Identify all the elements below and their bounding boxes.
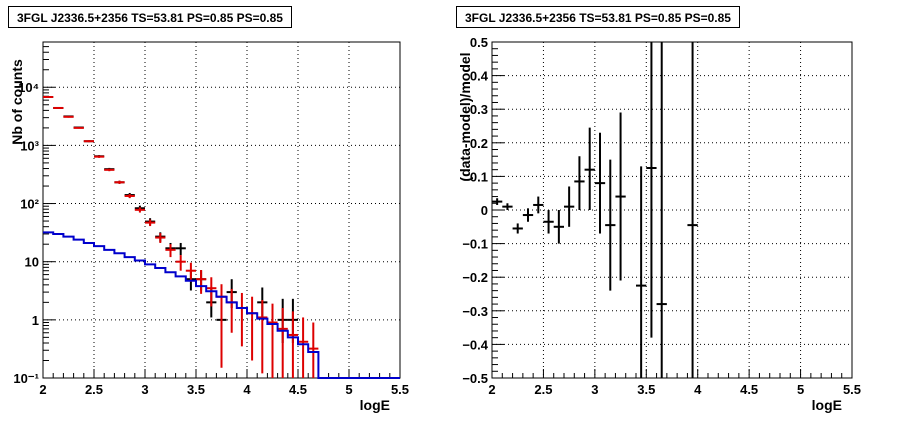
left-model-total-point — [155, 233, 166, 243]
right-x-tick-label: 4.5 — [740, 382, 758, 397]
right-y-tick-label: 0.1 — [470, 169, 488, 184]
left-model-total-point — [73, 126, 84, 129]
left-model-total-point — [104, 168, 115, 172]
right-residual-point — [564, 186, 575, 227]
left-x-tick-label: 2.5 — [85, 382, 103, 397]
right-residual-point — [594, 132, 606, 234]
right-y-tick-label: −0.4 — [462, 337, 488, 352]
left-model-total-point — [298, 317, 309, 378]
left-model-total-point — [43, 95, 54, 98]
left-model-total-point — [308, 322, 319, 378]
left-x-tick-label: 3.5 — [187, 382, 205, 397]
right-y-tick-label: 0.5 — [470, 35, 488, 50]
left-model-total-point — [94, 155, 105, 158]
left-x-axis-label: logE — [360, 397, 390, 413]
right-residual-point — [656, 42, 667, 378]
left-model-total-point — [267, 303, 278, 378]
left-chart-title: 3FGL J2336.5+2356 TS=53.81 PS=0.85 PS=0.… — [8, 6, 292, 28]
left-y-tick-label: 10 — [25, 255, 39, 270]
left-y-axis-label: Nb of counts — [9, 59, 25, 145]
right-y-tick-label: 0.3 — [470, 102, 488, 117]
right-x-tick-label: 5 — [797, 382, 804, 397]
left-model-total-point — [145, 219, 156, 227]
left-plot-frame — [42, 41, 401, 379]
left-model-total-point — [83, 140, 94, 143]
left-model-total-point — [114, 180, 125, 184]
right-residual-point — [574, 156, 585, 210]
left-x-tick-label: 4 — [243, 382, 251, 397]
left-y-tick-label: 1 — [32, 313, 39, 328]
right-residual-point — [687, 42, 698, 378]
left-data-point — [175, 242, 186, 256]
right-y-tick-label: −0.3 — [462, 304, 488, 319]
left-model-total-point — [185, 262, 196, 282]
left-x-tick-label: 3 — [141, 382, 148, 397]
left-model-total-point — [247, 296, 258, 361]
left-model-total-point — [196, 269, 207, 294]
right-y-tick-label: −0.1 — [462, 237, 488, 252]
right-x-tick-label: 5.5 — [843, 382, 861, 397]
right-chart-title: 3FGL J2336.5+2356 TS=53.81 PS=0.85 PS=0.… — [456, 6, 740, 28]
right-y-tick-label: −0.5 — [462, 371, 488, 386]
right-residual-point — [636, 166, 647, 378]
left-model-total-point — [277, 307, 288, 378]
left-model-total-point — [175, 255, 186, 271]
left-y-tick-label: 10² — [20, 197, 39, 212]
right-x-tick-label: 4 — [694, 382, 702, 397]
left-model-total-point — [257, 299, 268, 374]
right-residual-point — [615, 112, 626, 281]
right-residual-point — [533, 196, 544, 214]
right-x-tick-label: 2 — [488, 382, 495, 397]
right-residual-point — [605, 159, 616, 291]
right-residual-point — [543, 210, 554, 234]
right-residual-point — [522, 208, 534, 222]
right-x-tick-label: 3.5 — [637, 382, 655, 397]
left-x-tick-label: 4.5 — [289, 382, 307, 397]
right-y-tick-label: 0.4 — [470, 69, 489, 84]
left-y-tick-label: 10³ — [20, 138, 39, 153]
right-x-tick-label: 2.5 — [534, 382, 552, 397]
left-model-total-point — [53, 106, 64, 109]
left-model-total-point — [226, 288, 237, 333]
left-x-tick-label: 5.5 — [391, 382, 409, 397]
left-model-total-point — [165, 244, 176, 258]
left-model-total-point — [236, 292, 247, 347]
right-residual-point — [492, 198, 503, 205]
left-model-total-point — [287, 311, 298, 378]
left-model-total-point — [134, 207, 145, 213]
left-model-total-point — [63, 115, 74, 118]
right-residual-point — [553, 210, 564, 244]
left-x-tick-label: 5 — [345, 382, 352, 397]
left-x-tick-label: 2 — [39, 382, 46, 397]
right-residual-point — [512, 223, 523, 234]
right-y-tick-label: 0.2 — [470, 136, 488, 151]
right-y-tick-label: −0.2 — [462, 270, 488, 285]
right-x-axis-label: logE — [812, 397, 842, 413]
left-y-tick-label: 10⁻¹ — [13, 371, 39, 386]
right-residual-point — [646, 42, 657, 338]
left-y-tick-label: 10⁴ — [18, 80, 39, 95]
left-model-total-point — [124, 193, 135, 199]
right-residual-point — [502, 203, 513, 210]
right-y-tick-label: 0 — [481, 203, 488, 218]
right-x-tick-label: 3 — [591, 382, 598, 397]
right-residual-point — [584, 127, 595, 210]
left-background-histogram — [43, 231, 400, 379]
right-y-axis-label: (data-model)/model — [457, 52, 473, 181]
